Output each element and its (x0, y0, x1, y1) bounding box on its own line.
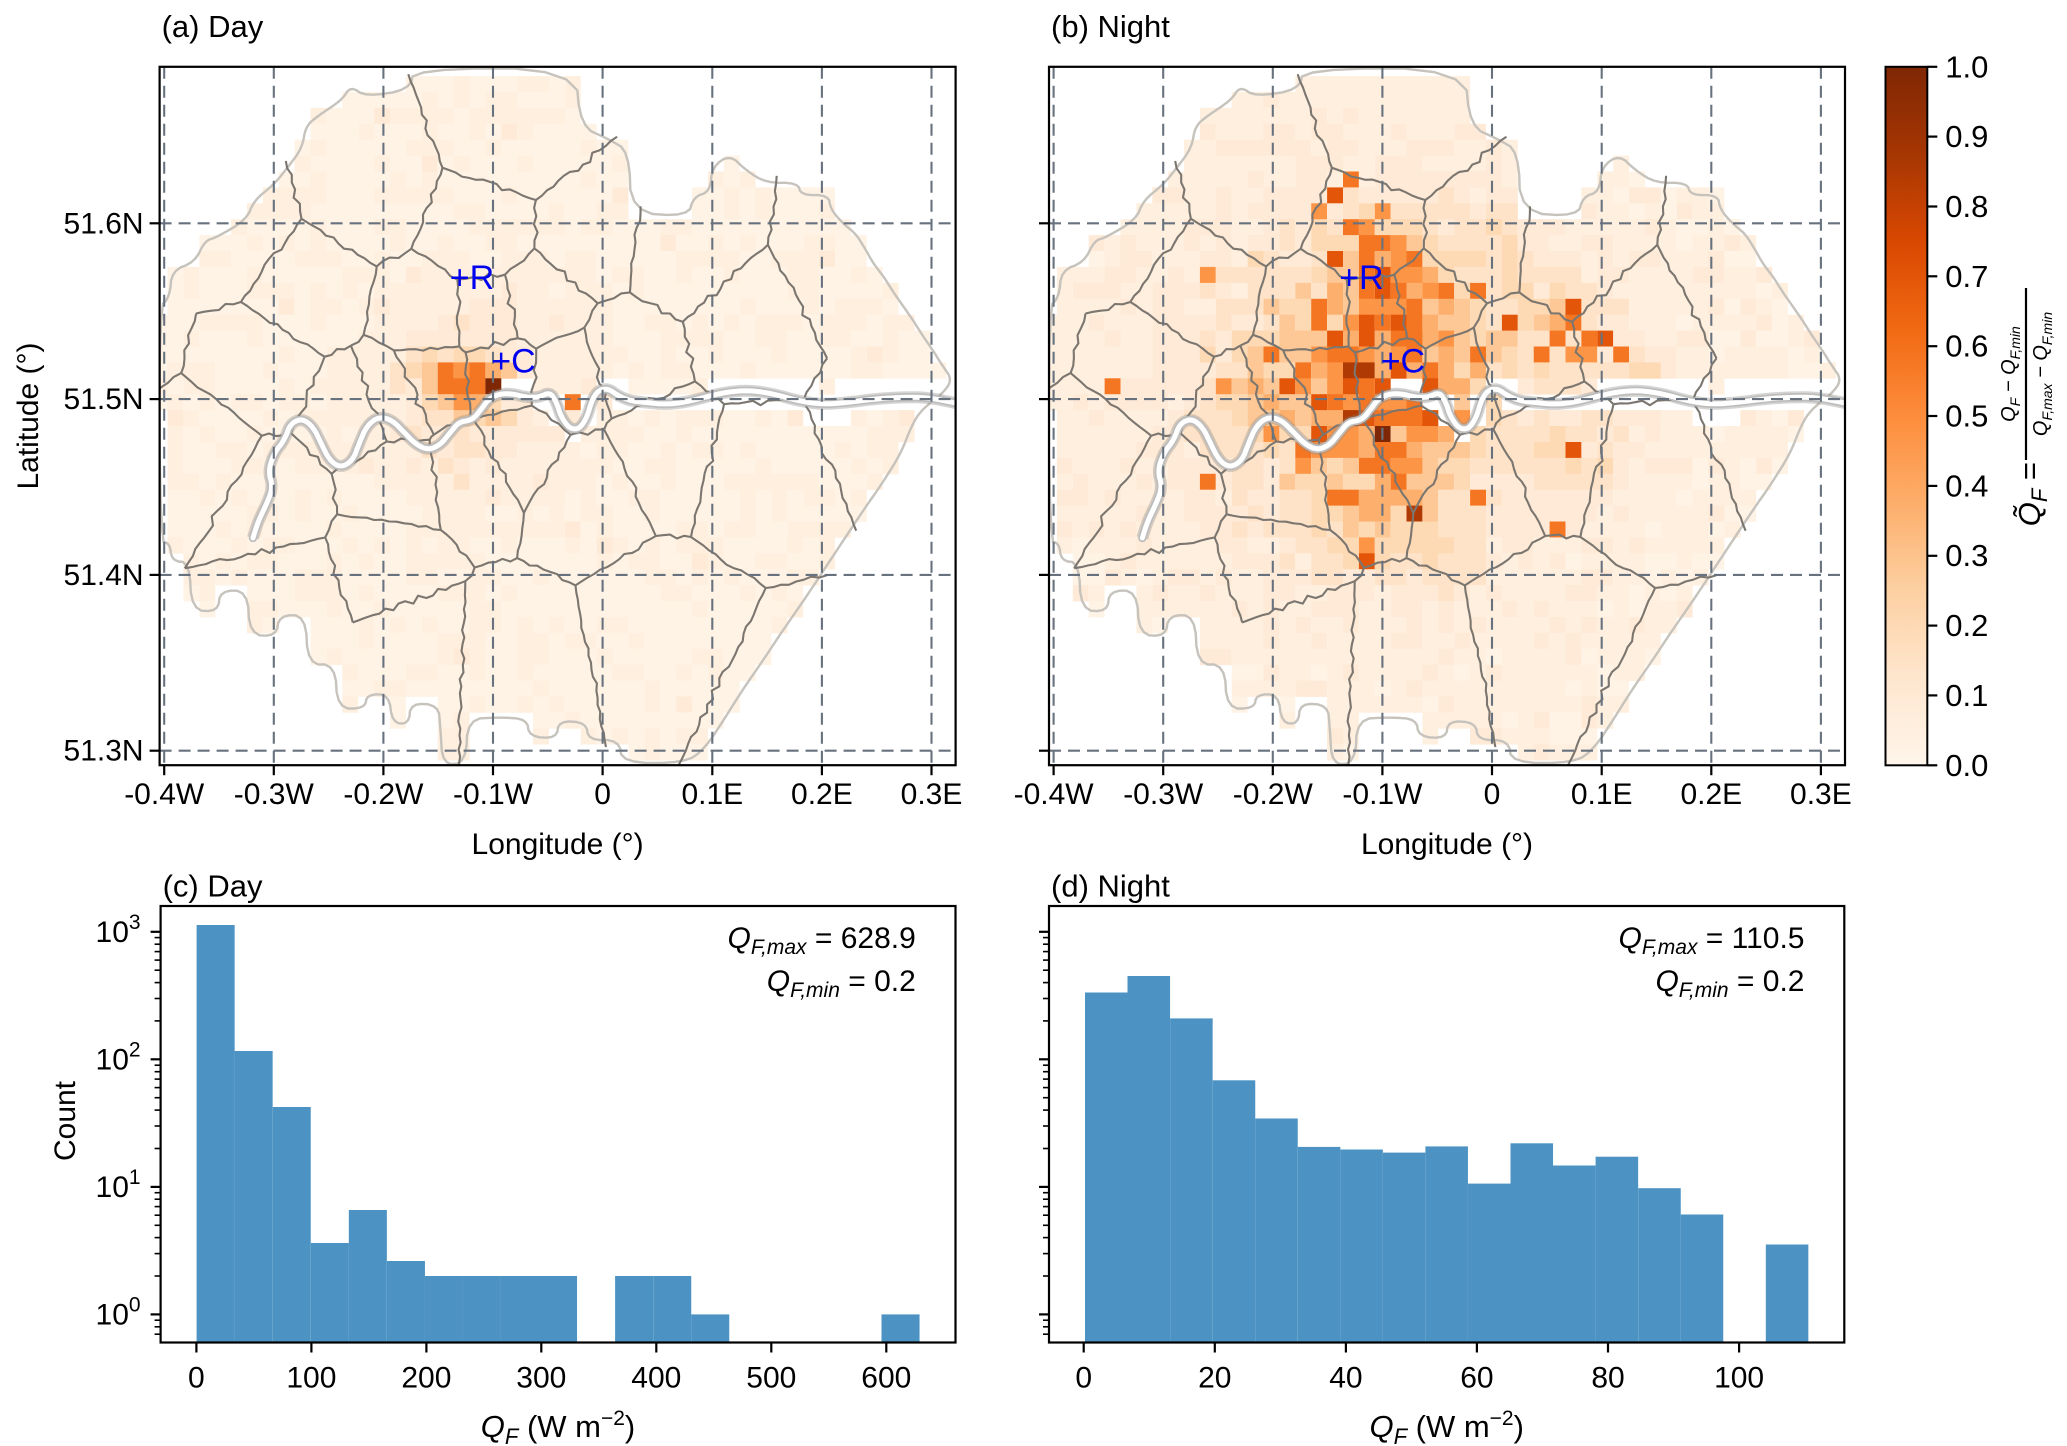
svg-text:-0.3W: -0.3W (234, 778, 315, 811)
svg-text:100: 100 (1714, 1362, 1764, 1395)
svg-text:51.4N: 51.4N (64, 559, 144, 592)
svg-text:QF,min = 0.2: QF,min = 0.2 (767, 965, 916, 1002)
svg-text:(b) Night: (b) Night (1051, 9, 1170, 44)
svg-text:0: 0 (594, 778, 611, 811)
svg-text:0.9: 0.9 (1945, 119, 1988, 154)
svg-text:0: 0 (188, 1362, 205, 1395)
svg-text:0.7: 0.7 (1945, 259, 1988, 294)
svg-text:0: 0 (1484, 778, 1501, 811)
svg-text:Longitude (°): Longitude (°) (1361, 828, 1533, 861)
svg-text:0.2: 0.2 (1945, 608, 1988, 643)
svg-text:0.6: 0.6 (1945, 329, 1988, 364)
svg-text:600: 600 (861, 1362, 911, 1395)
svg-text:(c) Day: (c) Day (163, 869, 263, 904)
svg-text:51.3N: 51.3N (64, 735, 144, 768)
svg-text:-0.2W: -0.2W (1233, 778, 1314, 811)
svg-text:103: 103 (96, 911, 141, 949)
svg-text:QF,max = 628.9: QF,max = 628.9 (728, 922, 916, 959)
svg-text:0.4: 0.4 (1945, 468, 1988, 503)
svg-text:200: 200 (401, 1362, 451, 1395)
svg-text:0.1E: 0.1E (1571, 778, 1633, 811)
svg-text:-0.1W: -0.1W (1342, 778, 1423, 811)
svg-text:Count: Count (49, 1080, 82, 1161)
svg-text:60: 60 (1460, 1362, 1493, 1395)
svg-text:300: 300 (516, 1362, 566, 1395)
svg-text:51.5N: 51.5N (64, 383, 144, 416)
svg-text:+R: +R (1339, 259, 1383, 297)
svg-text:+C: +C (1381, 342, 1425, 380)
svg-text:0.2E: 0.2E (1680, 778, 1742, 811)
svg-text:0.5: 0.5 (1945, 399, 1988, 434)
svg-text:400: 400 (631, 1362, 681, 1395)
svg-text:500: 500 (746, 1362, 796, 1395)
svg-text:QF (W m−2): QF (W m−2) (1369, 1407, 1524, 1446)
svg-text:-0.4W: -0.4W (1014, 778, 1095, 811)
svg-text:+R: +R (450, 259, 494, 297)
svg-text:0.2E: 0.2E (791, 778, 853, 811)
svg-text:QF (W m−2): QF (W m−2) (481, 1407, 636, 1446)
svg-text:0: 0 (1075, 1362, 1092, 1395)
svg-text:0.3E: 0.3E (1790, 778, 1852, 811)
svg-text:-0.4W: -0.4W (124, 778, 205, 811)
svg-text:Q̃F =: Q̃F = (2012, 462, 2052, 526)
svg-text:20: 20 (1198, 1362, 1231, 1395)
svg-text:Latitude (°): Latitude (°) (12, 342, 45, 489)
svg-text:(a) Day: (a) Day (162, 9, 264, 44)
svg-text:40: 40 (1329, 1362, 1362, 1395)
svg-text:80: 80 (1591, 1362, 1624, 1395)
svg-text:0.1E: 0.1E (681, 778, 743, 811)
svg-text:0.1: 0.1 (1945, 678, 1988, 713)
svg-text:100: 100 (286, 1362, 336, 1395)
svg-text:101: 101 (96, 1166, 141, 1204)
svg-text:0.8: 0.8 (1945, 189, 1988, 224)
svg-text:0.3: 0.3 (1945, 538, 1988, 573)
svg-text:1.0: 1.0 (1945, 49, 1988, 84)
svg-text:(d) Night: (d) Night (1051, 869, 1170, 904)
svg-text:+C: +C (491, 342, 535, 380)
svg-text:0.3E: 0.3E (901, 778, 963, 811)
svg-text:Longitude (°): Longitude (°) (472, 828, 644, 861)
svg-text:51.6N: 51.6N (64, 207, 144, 240)
svg-text:-0.3W: -0.3W (1123, 778, 1204, 811)
svg-text:-0.2W: -0.2W (343, 778, 424, 811)
svg-text:-0.1W: -0.1W (453, 778, 534, 811)
svg-text:0.0: 0.0 (1945, 748, 1988, 783)
svg-text:QF,min = 0.2: QF,min = 0.2 (1655, 965, 1804, 1002)
svg-text:QF,max = 110.5: QF,max = 110.5 (1618, 922, 1804, 959)
